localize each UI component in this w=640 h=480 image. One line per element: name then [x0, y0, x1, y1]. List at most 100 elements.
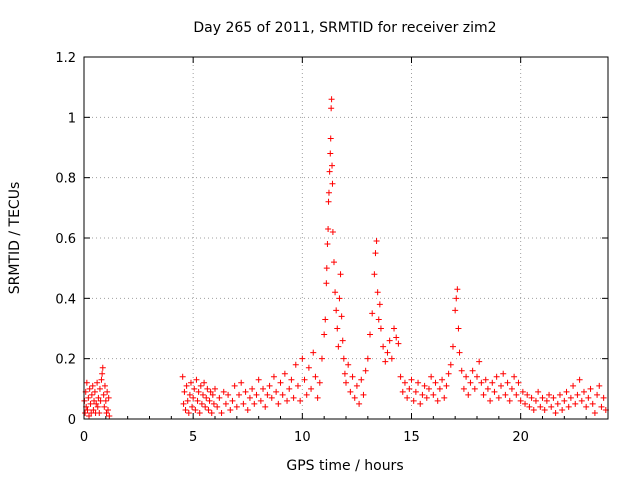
data-point: [578, 397, 585, 404]
data-point: [270, 373, 277, 380]
data-point: [93, 400, 100, 407]
data-point: [469, 367, 476, 374]
data-point: [186, 391, 193, 398]
data-point: [563, 388, 570, 395]
x-tick-label: 5: [189, 430, 197, 445]
data-point: [506, 397, 513, 404]
data-point: [428, 373, 435, 380]
data-point: [410, 397, 417, 404]
data-point: [550, 394, 557, 401]
data-point: [91, 397, 98, 404]
data-point: [491, 388, 498, 395]
data-point: [312, 373, 319, 380]
data-point: [323, 265, 330, 272]
chart-title: Day 265 of 2011, SRMTID for receiver zim…: [193, 20, 496, 36]
data-point: [393, 334, 400, 341]
data-point: [323, 280, 330, 287]
data-point: [552, 409, 559, 416]
data-point: [453, 295, 460, 302]
data-point: [266, 382, 273, 389]
data-point: [356, 400, 363, 407]
data-point: [583, 403, 590, 410]
data-point: [580, 388, 587, 395]
data-point: [314, 394, 321, 401]
data-point: [329, 180, 336, 187]
data-point: [182, 406, 189, 413]
data-point: [325, 189, 332, 196]
data-point: [336, 295, 343, 302]
data-point: [326, 168, 333, 175]
data-point: [375, 316, 382, 323]
data-point: [487, 397, 494, 404]
data-point: [476, 358, 483, 365]
data-point: [246, 394, 253, 401]
data-point: [233, 403, 240, 410]
data-point: [301, 376, 308, 383]
data-point: [367, 331, 374, 338]
plot-frame: [83, 56, 609, 420]
data-point: [244, 406, 251, 413]
data-point: [290, 394, 297, 401]
data-point: [380, 343, 387, 350]
data-point: [322, 316, 329, 323]
data-point: [214, 403, 221, 410]
data-point: [264, 391, 271, 398]
data-point: [343, 379, 349, 386]
data-point: [376, 301, 383, 308]
data-point: [382, 358, 389, 365]
data-point: [277, 379, 284, 386]
data-point: [333, 307, 340, 314]
x-tick-label: 20: [512, 430, 529, 445]
data-point: [489, 379, 496, 386]
data-point: [82, 409, 89, 416]
x-axis-label: GPS time / hours: [286, 458, 403, 474]
data-point: [406, 385, 413, 392]
data-point: [207, 388, 214, 395]
data-point: [371, 271, 378, 278]
data-point: [561, 397, 568, 404]
data-point: [268, 394, 275, 401]
data-point: [513, 391, 520, 398]
data-point: [99, 370, 106, 377]
data-point: [90, 406, 97, 413]
data-point: [105, 394, 112, 401]
data-point: [286, 385, 293, 392]
data-point: [102, 397, 109, 404]
data-point: [528, 394, 535, 401]
data-point: [275, 400, 282, 407]
data-point: [324, 241, 331, 248]
data-point: [587, 385, 594, 392]
data-point: [180, 400, 187, 407]
data-point: [539, 394, 546, 401]
data-point: [353, 382, 360, 389]
data-point: [94, 403, 101, 410]
data-point: [594, 391, 601, 398]
data-point: [482, 376, 489, 383]
data-point: [96, 409, 103, 416]
data-point: [541, 406, 548, 413]
x-tick-label: 15: [403, 430, 420, 445]
data-point: [194, 397, 201, 404]
data-point: [526, 403, 533, 410]
grid-layer: [84, 57, 608, 419]
data-point: [591, 409, 598, 416]
data-point: [255, 376, 262, 383]
data-point: [421, 382, 428, 389]
data-point: [495, 394, 502, 401]
data-point: [189, 403, 196, 410]
data-point: [249, 385, 256, 392]
data-point: [465, 391, 472, 398]
data-point: [517, 397, 524, 404]
data-point: [519, 388, 526, 395]
data-point: [589, 400, 596, 407]
data-point: [327, 135, 334, 142]
x-tick-label: 10: [294, 430, 311, 445]
data-point: [89, 382, 96, 389]
data-point: [184, 397, 191, 404]
data-point: [83, 379, 90, 386]
data-point: [570, 382, 577, 389]
data-point: [430, 391, 437, 398]
data-point: [535, 388, 542, 395]
data-point: [262, 403, 269, 410]
